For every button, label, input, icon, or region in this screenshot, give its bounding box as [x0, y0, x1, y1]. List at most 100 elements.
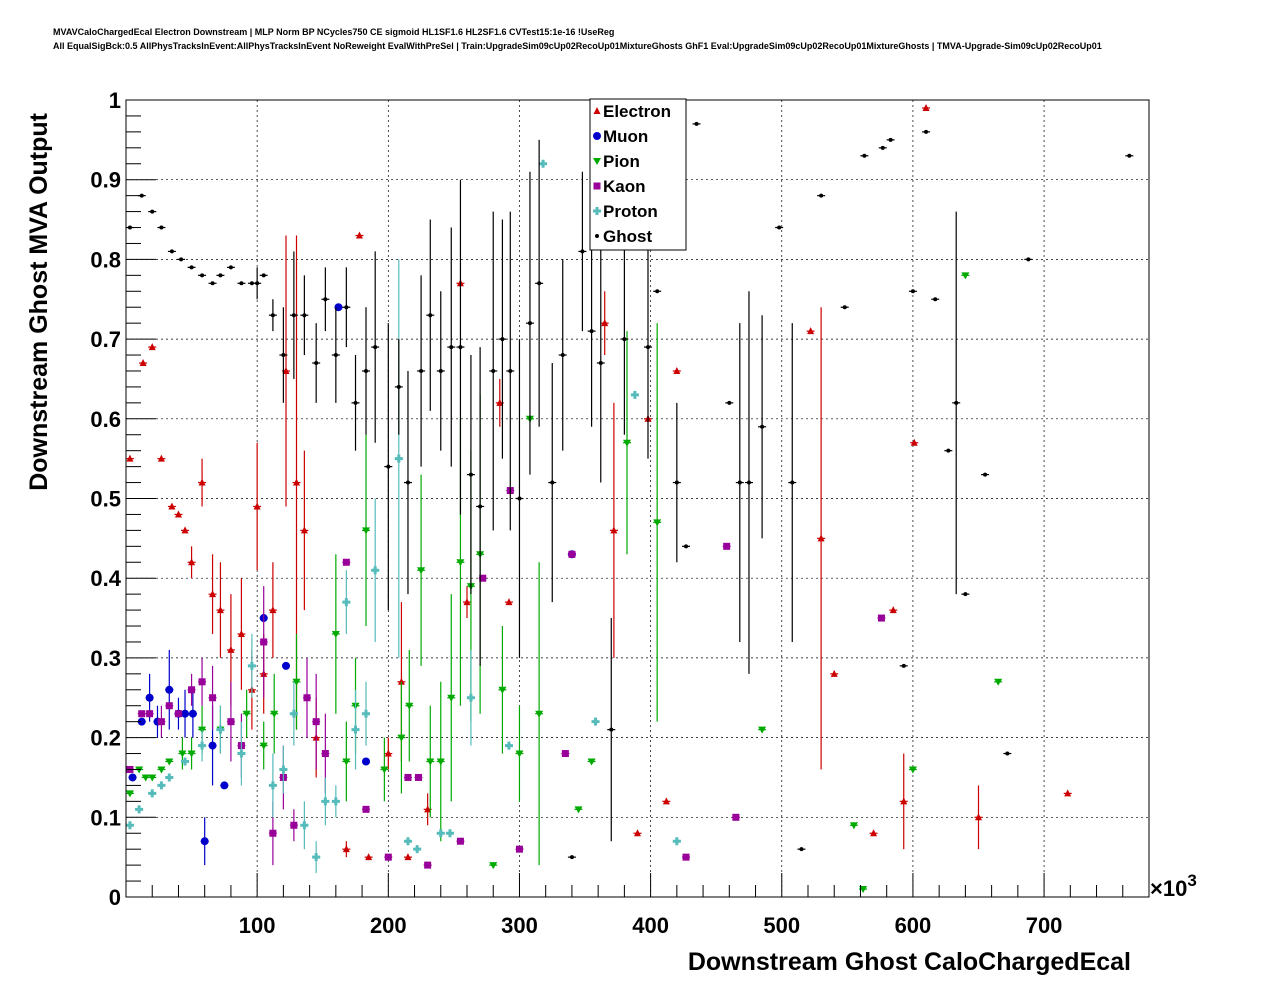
axis-ticks	[126, 99, 1150, 898]
electron-point	[282, 366, 290, 374]
ghost-point	[550, 480, 555, 485]
y-tick-label: 1	[109, 88, 121, 113]
pion-point	[859, 886, 868, 894]
legend-marker-electron	[593, 107, 601, 114]
ghost-point	[179, 257, 184, 262]
y-tick-label: 0.2	[90, 726, 121, 751]
ghost-point	[189, 265, 194, 270]
ghost-point	[694, 121, 699, 126]
proton-point	[672, 837, 681, 846]
ghost-point	[139, 193, 144, 198]
ghost-point	[569, 855, 574, 860]
electron-point	[253, 502, 261, 510]
y-tick-label: 0.6	[90, 407, 121, 432]
kaon-point	[174, 710, 182, 718]
y-tick-label: 0.5	[90, 487, 121, 512]
ghost-point	[790, 480, 795, 485]
x-tick-label: 600	[895, 913, 932, 938]
proton-point	[371, 566, 380, 575]
x-tick-label: 300	[501, 913, 538, 938]
ghost-point	[344, 305, 349, 310]
pion-point	[187, 750, 196, 758]
legend: Electron Muon Pion Kaon Proton Ghost	[589, 98, 687, 251]
electron-point	[404, 853, 412, 861]
pion-point	[436, 758, 445, 766]
pion-point	[498, 686, 507, 694]
ghost-point	[428, 313, 433, 318]
proton-point	[125, 821, 134, 830]
pion-point	[148, 774, 157, 782]
electron-point	[181, 526, 189, 534]
ghost-point	[799, 847, 804, 852]
y-tick-label: 0.8	[90, 247, 121, 272]
ghost-point	[910, 289, 915, 294]
legend-marker-proton	[593, 207, 601, 215]
proton-point	[331, 797, 340, 806]
electron-point	[673, 366, 681, 374]
proton-point	[539, 159, 548, 168]
x-tick-label: 100	[239, 913, 276, 938]
x-axis-title: Downstream Ghost CaloChargedEcal	[688, 948, 1131, 976]
proton-point	[312, 853, 321, 862]
proton-point	[630, 390, 639, 399]
kaon-point	[723, 542, 731, 550]
pion-point	[456, 559, 465, 567]
muon-point	[200, 837, 209, 846]
x-axis-exponent-power: 3	[1187, 871, 1196, 890]
kaon-point	[209, 694, 217, 702]
kaon-point	[312, 718, 320, 726]
pion-point	[535, 710, 544, 718]
pion-point	[908, 766, 917, 774]
chart-title-line-2: All EqualSigBck:0.5 AllPhysTracksInEvent…	[53, 41, 1102, 51]
series-ghost	[125, 121, 1134, 860]
pion-point	[447, 694, 456, 702]
pion-point	[292, 678, 301, 686]
electron-point	[157, 454, 165, 462]
pion-point	[157, 766, 166, 774]
electron-point	[807, 327, 815, 335]
ghost-point	[862, 153, 867, 158]
ghost-point	[200, 273, 205, 278]
x-tick-label: 400	[632, 913, 669, 938]
ghost-point	[560, 353, 565, 358]
muon-point	[137, 717, 146, 726]
ghost-point	[933, 297, 938, 302]
electron-point	[216, 606, 224, 614]
ghost-point	[169, 249, 174, 254]
proton-point	[237, 749, 246, 758]
electron-point	[365, 853, 373, 861]
muon-point	[362, 757, 371, 766]
ghost-point	[537, 281, 542, 286]
electron-point	[662, 797, 670, 805]
ghost-point	[963, 592, 968, 597]
electron-point	[889, 606, 897, 614]
kaon-point	[321, 750, 329, 758]
ghost-point	[1005, 751, 1010, 756]
kaon-point	[165, 702, 173, 710]
pion-point	[426, 758, 435, 766]
electron-point	[342, 845, 350, 853]
pion-point	[587, 758, 596, 766]
ghost-point	[210, 281, 215, 286]
pion-point	[362, 527, 371, 535]
proton-point	[157, 781, 166, 790]
ghost-point	[888, 137, 893, 142]
legend-marker-kaon	[593, 182, 601, 190]
legend-label-ghost: Ghost	[603, 227, 652, 246]
kaon-point	[269, 829, 277, 837]
electron-point	[463, 598, 471, 606]
ghost-point	[508, 368, 513, 373]
electron-point	[174, 510, 182, 518]
proton-point	[466, 693, 475, 702]
kaon-point	[732, 813, 740, 821]
y-tick-label: 0.9	[90, 168, 121, 193]
ghost-point	[598, 361, 603, 366]
ghost-point	[609, 727, 614, 732]
electron-point	[975, 813, 982, 821]
pion-point	[849, 822, 858, 830]
electron-point	[209, 590, 217, 598]
ghost-point	[373, 345, 378, 350]
electron-point	[300, 526, 308, 534]
kaon-point	[682, 853, 690, 861]
proton-point	[362, 709, 371, 718]
